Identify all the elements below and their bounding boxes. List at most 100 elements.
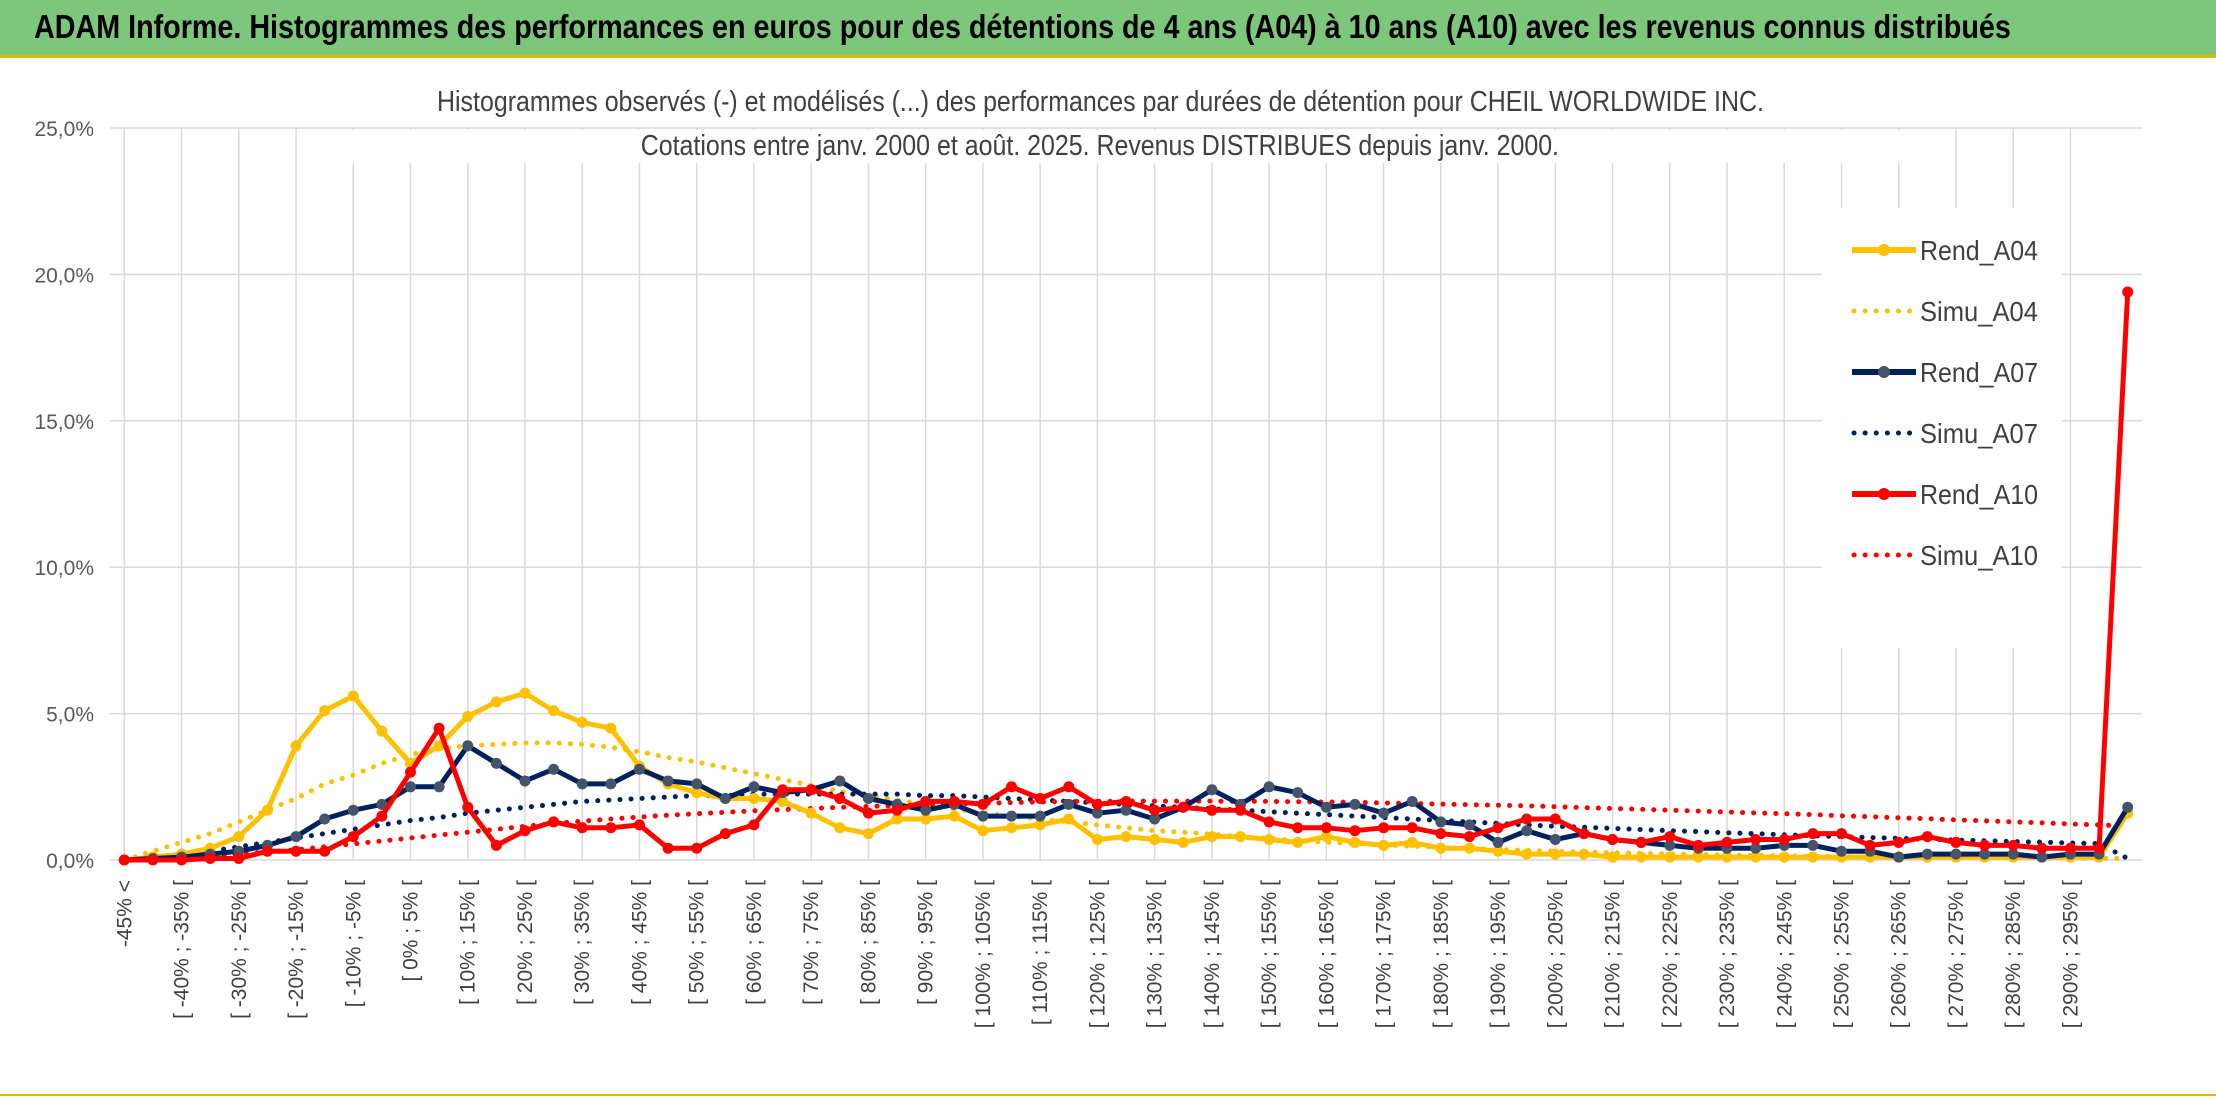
data-point	[519, 687, 531, 699]
data-point	[1521, 813, 1533, 825]
x-tick-label: [ 130% ; 135% [	[1144, 880, 1167, 1028]
chart-subtitle: Cotations entre janv. 2000 et août. 2025…	[300, 130, 1900, 163]
data-point	[576, 716, 588, 728]
data-point	[1578, 848, 1590, 860]
data-point	[862, 807, 874, 819]
series-rend-a04	[118, 687, 2134, 866]
data-point	[2007, 839, 2019, 851]
legend-marker	[1878, 366, 1890, 378]
data-point	[1835, 845, 1847, 857]
data-point	[891, 813, 903, 825]
legend-marker	[1878, 244, 1890, 256]
data-point	[1292, 787, 1304, 799]
data-point	[1979, 839, 1991, 851]
data-point	[405, 781, 417, 793]
data-point	[1664, 851, 1676, 863]
x-tick-label: [ 150% ; 155% [	[1258, 880, 1281, 1028]
data-point	[548, 705, 560, 717]
data-point	[1549, 834, 1561, 846]
data-point	[1864, 839, 1876, 851]
data-point	[691, 787, 703, 799]
data-point	[1320, 831, 1332, 843]
data-point	[1206, 831, 1218, 843]
data-point	[719, 828, 731, 840]
data-point	[1921, 848, 1933, 860]
data-point	[1263, 834, 1275, 846]
data-point	[1750, 834, 1762, 846]
x-tick-label: [ 270% ; 275% [	[1945, 880, 1968, 1028]
data-point	[319, 705, 331, 717]
data-point	[1349, 836, 1361, 848]
data-point	[233, 831, 245, 843]
data-point	[605, 822, 617, 834]
x-tick-label: [ 100% ; 105% [	[972, 880, 995, 1028]
y-tick-label: 0,0%	[46, 850, 94, 873]
legend-label: Rend_A04	[1920, 235, 2038, 266]
data-point	[1950, 836, 1962, 848]
legend-label: Rend_A10	[1920, 479, 2038, 510]
data-point	[1549, 848, 1561, 860]
x-tick-label: [ 60% ; 65% [	[743, 880, 766, 1005]
data-point	[376, 810, 388, 822]
data-point	[1406, 795, 1418, 807]
data-point	[1120, 804, 1132, 816]
data-point	[1320, 801, 1332, 813]
data-point	[748, 781, 760, 793]
legend-label: Rend_A07	[1920, 357, 2038, 388]
data-point	[347, 804, 359, 816]
data-point	[777, 784, 789, 796]
report-title: ADAM Informe. Histogrammes des performan…	[34, 8, 2011, 45]
data-point	[862, 793, 874, 805]
data-point	[748, 819, 760, 831]
data-point	[662, 842, 674, 854]
data-point	[147, 854, 159, 866]
data-point	[204, 853, 216, 865]
y-tick-label: 5,0%	[46, 704, 94, 727]
legend-item-rend-a07: Rend_A07	[1852, 357, 2038, 388]
data-point	[1721, 851, 1733, 863]
data-point	[519, 775, 531, 787]
data-point	[1979, 848, 1991, 860]
data-point	[862, 828, 874, 840]
x-tick-label: [ 70% ; 75% [	[800, 880, 823, 1005]
data-point	[1807, 851, 1819, 863]
data-point	[261, 804, 273, 816]
data-point	[977, 810, 989, 822]
data-point	[748, 793, 760, 805]
x-tick-label: [ 190% ; 195% [	[1487, 880, 1510, 1028]
data-point	[777, 795, 789, 807]
data-point	[1778, 834, 1790, 846]
data-point	[548, 816, 560, 828]
data-point	[261, 845, 273, 857]
data-point	[1635, 851, 1647, 863]
data-point	[1006, 781, 1018, 793]
data-point	[1006, 822, 1018, 834]
legend-label: Simu_A07	[1920, 418, 2038, 449]
data-point	[719, 793, 731, 805]
x-tick-label: [ 170% ; 175% [	[1373, 880, 1396, 1028]
data-point	[1091, 834, 1103, 846]
data-point	[834, 822, 846, 834]
data-point	[1721, 836, 1733, 848]
data-point	[1492, 822, 1504, 834]
x-tick-label: [ -20% ; -15% [	[285, 880, 308, 1019]
x-tick-label: [ 210% ; 215% [	[1602, 880, 1625, 1028]
data-point	[1492, 836, 1504, 848]
data-point	[1034, 819, 1046, 831]
data-point	[1807, 839, 1819, 851]
data-point	[376, 798, 388, 810]
data-point	[433, 722, 445, 734]
data-point	[347, 690, 359, 702]
data-point	[1549, 813, 1561, 825]
data-point	[1835, 828, 1847, 840]
data-point	[462, 740, 474, 752]
x-tick-label: [ 90% ; 95% [	[915, 880, 938, 1005]
data-point	[834, 775, 846, 787]
data-point	[1492, 845, 1504, 857]
data-point	[1463, 842, 1475, 854]
y-tick-label: 20,0%	[34, 264, 94, 287]
data-point	[490, 839, 502, 851]
x-tick-label: [ 290% ; 295% [	[2059, 880, 2082, 1028]
y-tick-label: 10,0%	[34, 557, 94, 580]
data-point	[433, 781, 445, 793]
